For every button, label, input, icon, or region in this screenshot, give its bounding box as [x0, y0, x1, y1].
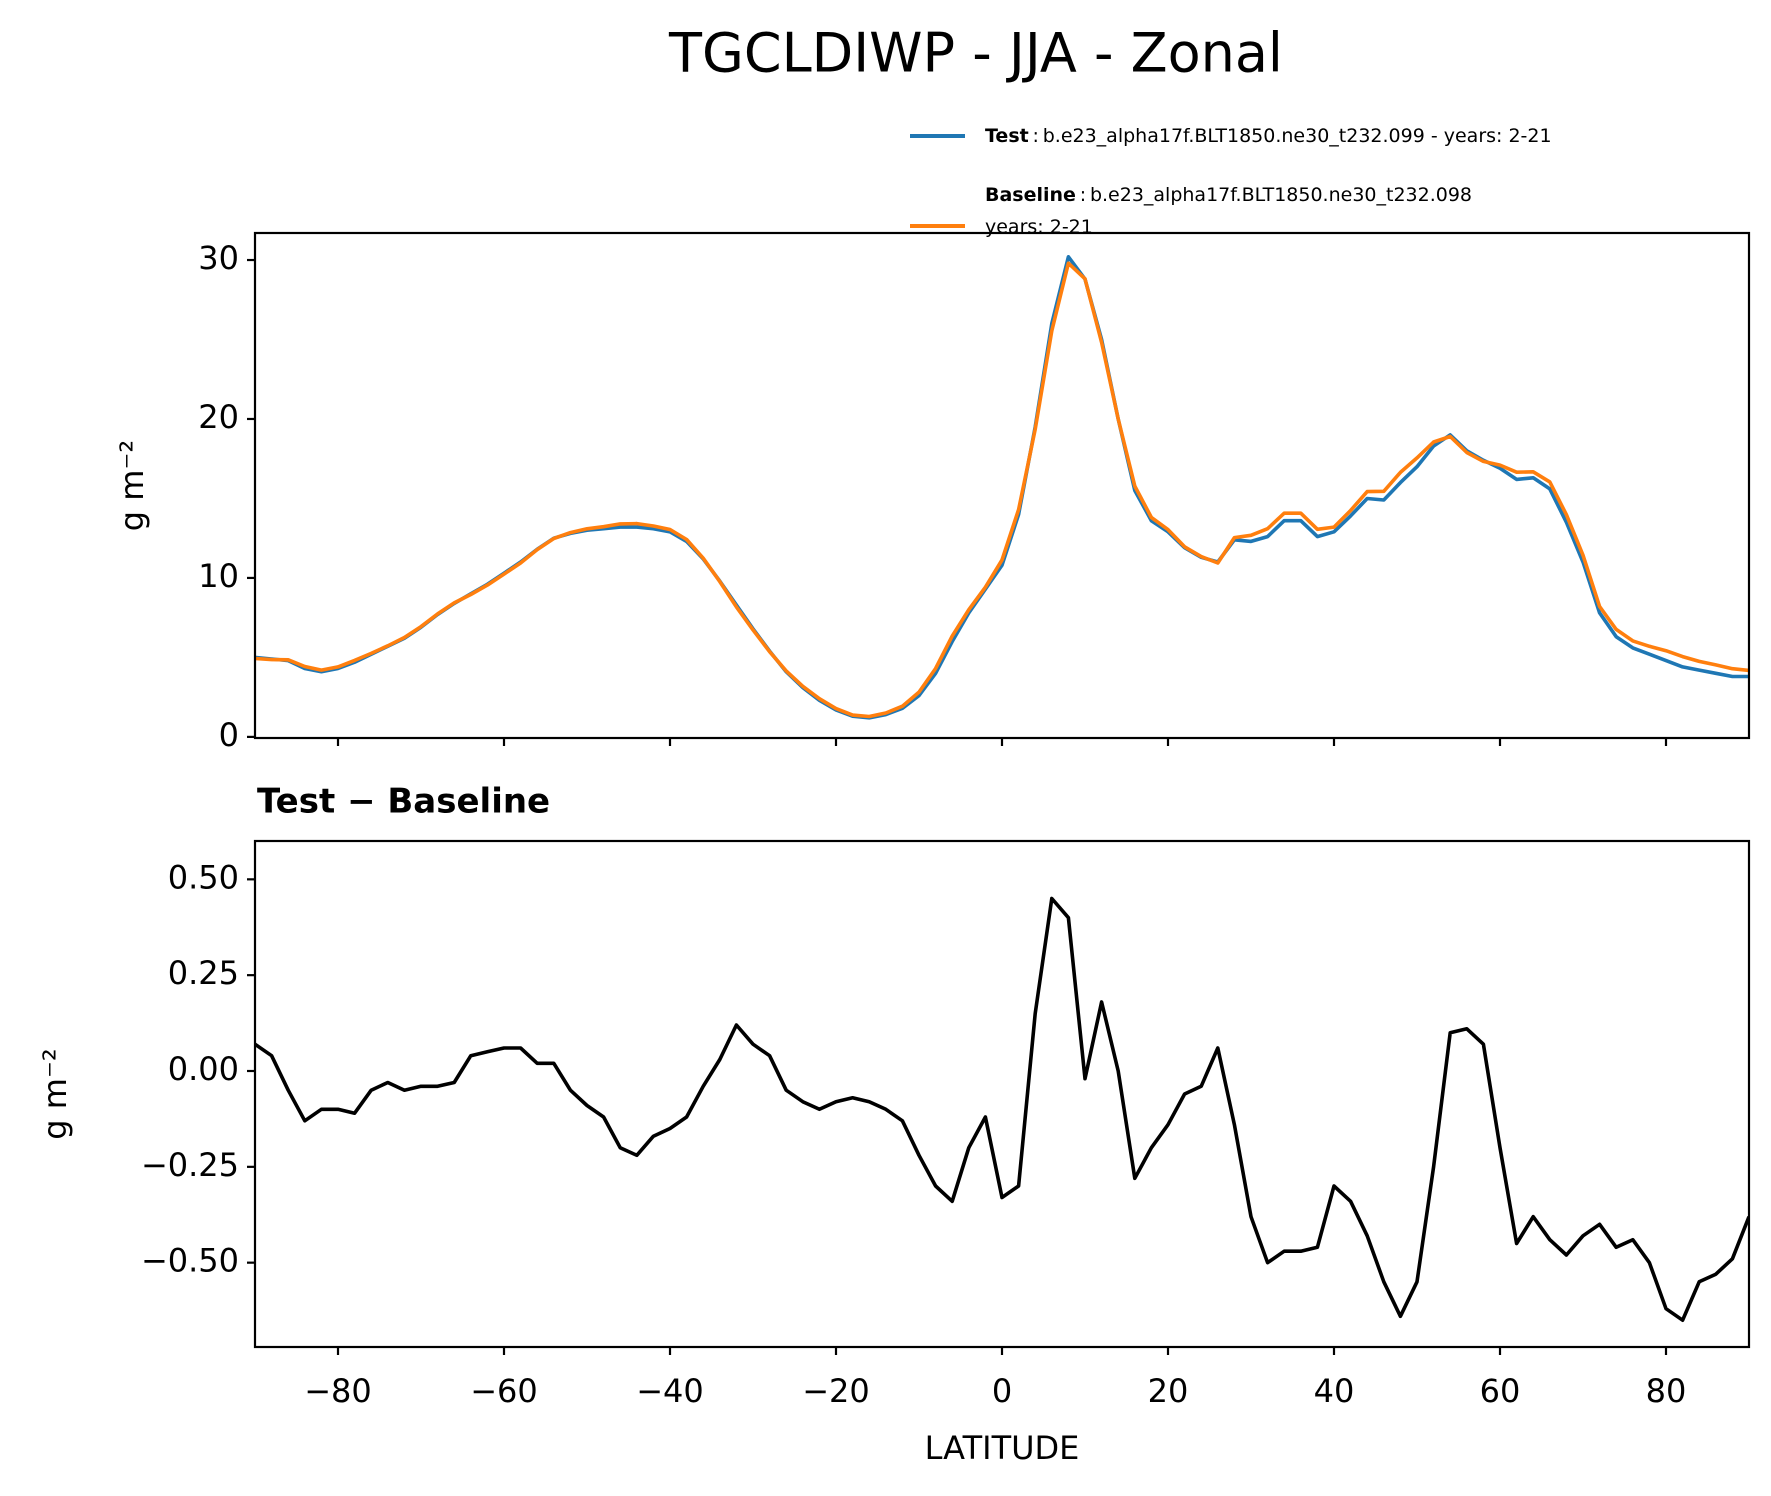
- legend-sep: :: [1029, 125, 1043, 147]
- x-tick-label: −60: [470, 1372, 538, 1410]
- x-tick-label: −40: [636, 1372, 704, 1410]
- legend-sep: :: [1076, 184, 1090, 206]
- legend-text: years: 2-21: [985, 216, 1093, 238]
- y-tick-label: 0: [219, 716, 239, 754]
- y-tick-label: 20: [198, 398, 239, 436]
- legend-text: b.e23_alpha17f.BLT1850.ne30_t232.099 - y…: [1043, 125, 1552, 147]
- x-tick-label: 0: [992, 1372, 1012, 1410]
- legend-label: years: 2-21: [985, 216, 1093, 238]
- y-tick-label: 0.25: [168, 954, 239, 992]
- x-tick-label: −20: [802, 1372, 870, 1410]
- axes-frame: [253, 231, 1751, 740]
- y-tick-label: −0.25: [141, 1146, 239, 1184]
- axes-frame: [253, 839, 1751, 1349]
- data-line: [255, 261, 1749, 719]
- x-tick-label: −80: [304, 1372, 372, 1410]
- y-tick-label: 10: [198, 557, 239, 595]
- x-tick-label: 80: [1646, 1372, 1687, 1410]
- x-tick-label: 40: [1314, 1372, 1355, 1410]
- y-tick-label: 0.00: [168, 1050, 239, 1088]
- legend-name: Baseline: [985, 184, 1076, 206]
- y-axis-label: g m⁻²: [113, 440, 151, 531]
- y-tick-label: 30: [198, 239, 239, 277]
- x-tick-label: 60: [1480, 1372, 1521, 1410]
- chart-title: TGCLDIWP - JJA - Zonal: [668, 22, 1283, 85]
- x-axis-label: LATITUDE: [925, 1429, 1080, 1467]
- y-tick-label: −0.50: [141, 1242, 239, 1280]
- data-line: [255, 896, 1749, 1322]
- panel-title: Test − Baseline: [257, 782, 550, 822]
- legend-text: b.e23_alpha17f.BLT1850.ne30_t232.098: [1090, 184, 1472, 206]
- x-tick-label: 20: [1148, 1372, 1189, 1410]
- y-tick-label: 0.50: [168, 858, 239, 896]
- legend-label: Baseline : b.e23_alpha17f.BLT1850.ne30_t…: [985, 184, 1472, 206]
- legend-label: Test : b.e23_alpha17f.BLT1850.ne30_t232.…: [985, 125, 1552, 147]
- legend-name: Test: [985, 125, 1029, 147]
- y-axis-label: g m⁻²: [36, 1048, 74, 1139]
